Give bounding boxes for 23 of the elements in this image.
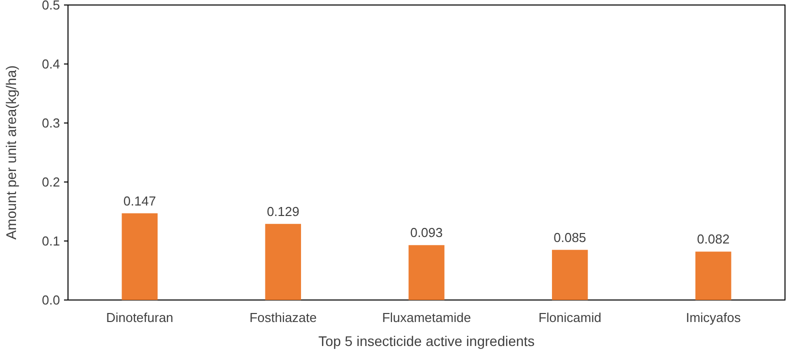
y-tick-label: 0.0: [42, 292, 60, 308]
y-tick-label: 0.3: [42, 116, 60, 131]
bar: [552, 250, 588, 300]
y-tick-label: 0.5: [42, 0, 60, 13]
x-tick-label: Fosthiazate: [250, 310, 317, 325]
data-label: 0.082: [697, 232, 730, 247]
data-label: 0.129: [266, 204, 300, 219]
bar: [695, 252, 732, 300]
x-tick-label: Dinotefuran: [106, 310, 174, 325]
x-tick-label: Imicyafos: [686, 310, 742, 325]
bar: [408, 245, 444, 300]
data-label: 0.093: [410, 225, 443, 240]
y-axis-title: Amount per unit area(kg/ha): [3, 65, 19, 240]
bar: [265, 224, 302, 300]
data-label: 0.147: [123, 193, 156, 208]
y-tick-label: 0.1: [42, 234, 60, 249]
x-tick-label: Fluxametamide: [382, 310, 471, 325]
bar: [122, 213, 158, 300]
x-tick-label: Flonicamid: [538, 310, 602, 325]
x-axis-title: Top 5 insecticide active ingredients: [318, 333, 535, 349]
y-tick-label: 0.2: [42, 174, 60, 190]
data-label: 0.085: [554, 230, 586, 245]
y-tick-label: 0.4: [42, 56, 60, 72]
